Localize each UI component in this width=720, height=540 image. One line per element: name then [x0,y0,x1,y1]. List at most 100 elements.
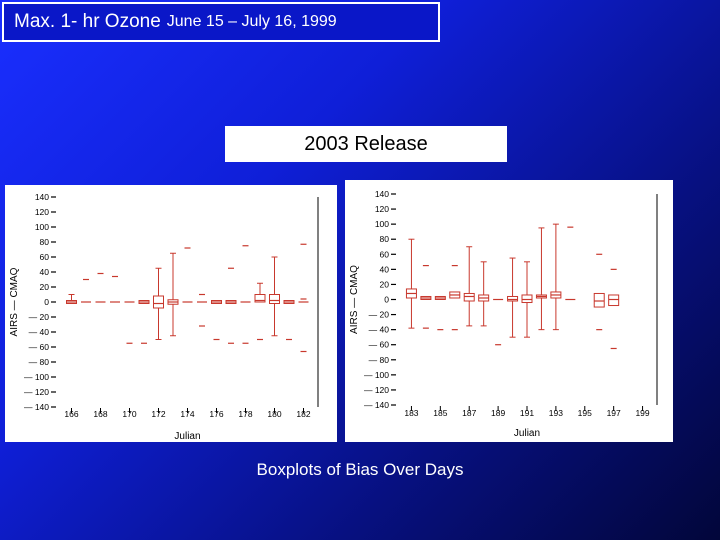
x-tick-label: 170 [122,409,136,419]
boxplot-day [138,300,150,344]
y-tick-label: 140 [35,192,49,202]
boxplot-chart-right: 140 120 100 80 60 40 20 0 — 20 — 40 — 60 — 80 — 100 —… [349,189,658,439]
boxplot-day [167,252,179,337]
y-tick-label: 80 [380,234,390,244]
boxplot-day [197,293,207,327]
boxplot-day [240,245,251,344]
boxplot-day [434,295,446,331]
boxplot-day [153,267,164,340]
y-tick-label: — 20 [29,312,50,322]
y-tick-label: — 100 [24,372,49,382]
x-tick-label: 176 [209,409,223,419]
iqr-box [608,294,620,307]
boxplot-day [254,282,266,341]
slide-title: Max. 1- hr Ozone [14,11,161,32]
x-tick-label: 183 [404,408,418,418]
y-tick-label: 0 [44,297,49,307]
boxplot-day [521,261,533,338]
x-tick-label: 191 [520,408,534,418]
boxplot-day [405,238,417,329]
slide-subtitle: June 15 – July 16, 1999 [166,13,337,30]
y-tick-label: 0 [384,295,389,305]
y-tick-label: — 40 [29,327,50,337]
y-tick-label: — 100 [364,370,389,380]
y-tick-label: 40 [380,264,390,274]
x-tick-label: 195 [578,408,592,418]
release-label: 2003 Release [225,126,507,162]
boxplot-day [593,253,605,331]
iqr-box [153,295,164,309]
y-tick-label: — 120 [24,387,49,397]
x-tick-label: 172 [151,409,165,419]
y-tick-label: — 60 [29,342,50,352]
boxplot-day [478,261,490,327]
boxplot-day [283,300,295,341]
boxplot-day [110,275,120,303]
y-tick-label: 120 [375,204,389,214]
y-tick-label: — 60 [369,340,390,350]
iqr-box [254,294,266,303]
slide-title-box: Max. 1- hr Ozone June 15 – July 16, 1999 [2,2,440,42]
x-tick-label: 187 [462,408,476,418]
boxplot-day [420,264,432,329]
boxplot-day [565,226,576,301]
x-tick-label: 199 [635,408,649,418]
y-tick-label: 100 [375,219,389,229]
iqr-box [463,292,475,302]
y-tick-label: — 80 [369,355,390,365]
boxplot-day [225,267,237,344]
y-tick-label: 20 [380,279,390,289]
y-tick-label: — 140 [364,400,389,410]
boxplot-day [211,300,222,341]
boxplot-day [608,268,620,350]
x-tick-label: 174 [180,409,194,419]
boxplot-day [493,298,504,346]
boxplot-day [66,294,77,304]
y-tick-label: 100 [35,222,49,232]
y-tick-label: 80 [40,237,50,247]
x-tick-label: 166 [64,409,78,419]
boxplot-day [507,257,519,338]
x-tick-label: 180 [267,409,281,419]
y-tick-label: 120 [35,207,49,217]
boxplot-day [535,227,547,331]
y-tick-label: — 120 [364,385,389,395]
y-tick-label: 60 [380,249,390,259]
boxplot-chart-left: 140 120 100 80 60 40 20 0 — 20 — 40 — 60 — 80 — 100 —… [9,192,319,442]
y-tick-label: 60 [40,252,50,262]
x-axis-label: Julian [174,431,200,442]
boxplot-day [298,243,309,353]
boxplot-day [182,247,193,303]
y-tick-label: — 20 [369,310,390,320]
boxplot-day [463,246,475,327]
boxplot-day [81,278,91,303]
x-tick-label: 197 [607,408,621,418]
x-tick-label: 168 [93,409,107,419]
boxplot-day [95,272,106,303]
boxplot-day [269,256,280,337]
y-tick-label: 140 [375,189,389,199]
boxplot-panel-left: 140 120 100 80 60 40 20 0 — 20 — 40 — 60 — 80 — 100 —… [5,185,337,442]
x-axis-label: Julian [514,428,540,439]
y-axis-label: AIRS — CMAQ [9,267,20,336]
iqr-box [521,294,533,304]
y-tick-label: — 80 [29,357,50,367]
x-tick-label: 182 [296,409,310,419]
y-tick-label: 20 [40,282,50,292]
boxplot-day [124,301,135,344]
x-tick-label: 178 [238,409,252,419]
x-tick-label: 185 [433,408,447,418]
boxplot-day [550,223,562,331]
x-tick-label: 193 [549,408,563,418]
y-tick-label: — 40 [369,325,390,335]
x-tick-label: 189 [491,408,505,418]
y-axis-label: AIRS — CMAQ [349,265,360,334]
slide-caption: Boxplots of Bias Over Days [256,460,464,479]
boxplot-panel-right: 140 120 100 80 60 40 20 0 — 20 — 40 — 60 — 80 — 100 —… [345,180,673,442]
y-tick-label: 40 [40,267,50,277]
boxplot-day [449,264,461,331]
y-tick-label: — 140 [24,402,49,412]
iqr-box [269,294,280,304]
iqr-box [507,295,519,302]
iqr-box [593,292,605,308]
